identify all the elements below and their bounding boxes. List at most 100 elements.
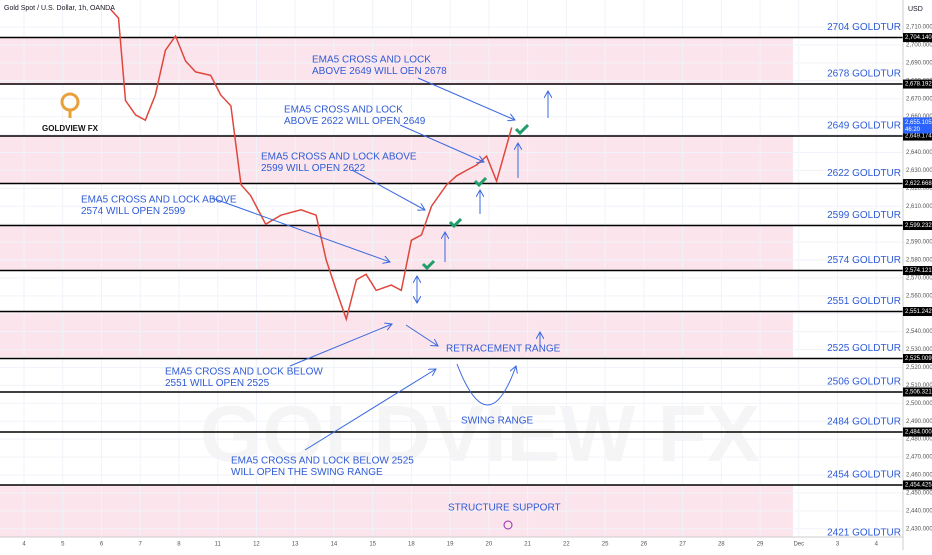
- y-tick-label: 2,570.000: [906, 275, 932, 281]
- arrows: [211, 77, 548, 451]
- price-tag-label: 2,704.140: [905, 35, 932, 41]
- price-tag-label: 2,678.192: [905, 82, 932, 88]
- price-tag: [903, 266, 932, 276]
- price-tag: [903, 179, 932, 189]
- y-tick-label: 2,430.000: [906, 526, 932, 532]
- y-tick-label: 2,640.000: [906, 150, 932, 156]
- level-label: 2551 GOLDTUR: [827, 296, 901, 307]
- x-tick-label: 13: [292, 542, 299, 548]
- level-label: 2599 GOLDTUR: [827, 210, 901, 221]
- y-unit: USD: [908, 6, 923, 13]
- price-tag: [903, 221, 932, 231]
- annotation: EMA5 CROSS AND LOCK BELOW 2525: [231, 456, 414, 467]
- price-tag: [903, 307, 932, 317]
- watermark: GOLDVIEW FX: [200, 389, 760, 478]
- y-tick-label: 2,670.000: [906, 96, 932, 102]
- y-tick-label: 2,480.000: [906, 437, 932, 443]
- price-tag-label: 2,622.668: [905, 181, 932, 187]
- y-tick-label: 2,660.000: [906, 114, 932, 120]
- y-tick-label: 2,440.000: [906, 508, 932, 514]
- level-label: 2454 GOLDTUR: [827, 470, 901, 481]
- price-tag: [903, 33, 932, 43]
- x-tick-label: Dec: [793, 542, 804, 548]
- y-tick-label: 2,520.000: [906, 365, 932, 371]
- annotation: EMA5 CROSS AND LOCK ABOVE: [261, 152, 417, 163]
- x-tick-label: 4: [875, 542, 879, 548]
- x-tick-label: 8: [177, 542, 181, 548]
- y-tick-label: 2,690.000: [906, 60, 932, 66]
- x-tick-label: 7: [139, 542, 143, 548]
- price-tag-label: 2,506.321: [905, 390, 932, 396]
- x-tick-label: 21: [524, 542, 531, 548]
- price-tag-label: 2,484.000: [905, 430, 932, 436]
- price-tag-label: 2,551.242: [905, 309, 932, 315]
- annotation: ABOVE 2622 WILL OPEN 2649: [284, 116, 426, 127]
- y-tick-label: 2,580.000: [906, 258, 932, 264]
- level-label: 2421 GOLDTUR: [827, 528, 901, 539]
- x-tick-label: 20: [486, 542, 493, 548]
- countdown: 46:20: [905, 127, 921, 133]
- annotation: EMA5 CROSS AND LOCK BELOW: [165, 367, 323, 378]
- x-tick-label: 29: [757, 542, 764, 548]
- level-label: 2506 GOLDTUR: [827, 377, 901, 388]
- price-tag: [903, 480, 932, 490]
- y-tick-label: 2,470.000: [906, 455, 932, 461]
- event-marker: [503, 520, 513, 530]
- price-tag-label: 2,525.009: [905, 356, 932, 362]
- price-tag: [903, 131, 932, 141]
- x-tick-label: 5: [61, 542, 65, 548]
- y-tick-label: 2,620.000: [906, 186, 932, 192]
- price-tag-label: 2,599.232: [905, 223, 932, 229]
- y-tick-label: 2,500.000: [906, 401, 932, 407]
- y-tick-label: 2,630.000: [906, 168, 932, 174]
- y-tick-label: 2,590.000: [906, 240, 932, 246]
- y-tick-label: 2,700.000: [906, 43, 932, 49]
- level-label: 2678 GOLDTUR: [827, 69, 901, 80]
- x-tick-label: 25: [602, 542, 609, 548]
- x-tick-label: 19: [447, 542, 454, 548]
- x-tick-label: 14: [331, 542, 338, 548]
- y-tick-label: 2,510.000: [906, 383, 932, 389]
- y-tick-label: 2,530.000: [906, 347, 932, 353]
- x-tick-label: 6: [100, 542, 104, 548]
- annotation: 2551 WILL OPEN 2525: [165, 378, 270, 389]
- y-tick-label: 2,490.000: [906, 419, 932, 425]
- annotation: 2599 WILL OPEN 2622: [261, 163, 366, 174]
- x-tick-label: 15: [369, 542, 376, 548]
- x-tick-label: 22: [563, 542, 570, 548]
- price-tag: [903, 387, 932, 397]
- price-tag-label: 2,574.121: [905, 268, 932, 274]
- annotation: STRUCTURE SUPPORT: [448, 503, 561, 514]
- price-tag-label: 2,454.425: [905, 483, 932, 489]
- logo-text: GOLDVIEW FX: [42, 124, 99, 133]
- current-price-label: 2,655.105: [905, 120, 932, 126]
- checkmarks: [421, 123, 530, 271]
- annotation: SWING RANGE: [461, 416, 534, 427]
- x-tick-label: 26: [640, 542, 647, 548]
- annotation: EMA5 CROSS AND LOCK ABOVE: [81, 195, 237, 206]
- price-tag: [903, 427, 932, 437]
- level-label: 2704 GOLDTUR: [827, 22, 901, 33]
- annotation: 2574 WILL OPEN 2599: [81, 206, 186, 217]
- level-label: 2622 GOLDTUR: [827, 168, 901, 179]
- annotation: RETRACEMENT RANGE: [446, 344, 561, 355]
- x-tick-label: 4: [22, 542, 26, 548]
- annotation: WILL OPEN THE SWING RANGE: [231, 467, 383, 478]
- y-tick-label: 2,450.000: [906, 491, 932, 497]
- level-label: 2484 GOLDTUR: [827, 417, 901, 428]
- price-tag: [903, 354, 932, 364]
- level-label: 2525 GOLDTUR: [827, 343, 901, 354]
- price-tag-label: 2,649.174: [905, 134, 932, 140]
- x-tick-label: 18: [408, 542, 415, 548]
- y-tick-label: 2,610.000: [906, 204, 932, 210]
- price-tag: [903, 79, 932, 89]
- y-tick-label: 2,460.000: [906, 473, 932, 479]
- level-label: 2649 GOLDTUR: [827, 121, 901, 132]
- level-label: 2574 GOLDTUR: [827, 255, 901, 266]
- annotation: EMA5 CROSS AND LOCK: [312, 55, 431, 66]
- x-tick-label: 27: [679, 542, 686, 548]
- x-tick-label: 11: [215, 542, 222, 548]
- annotation: ABOVE 2649 WILL OEN 2678: [312, 66, 447, 77]
- logo: GOLDVIEW FX: [42, 92, 99, 133]
